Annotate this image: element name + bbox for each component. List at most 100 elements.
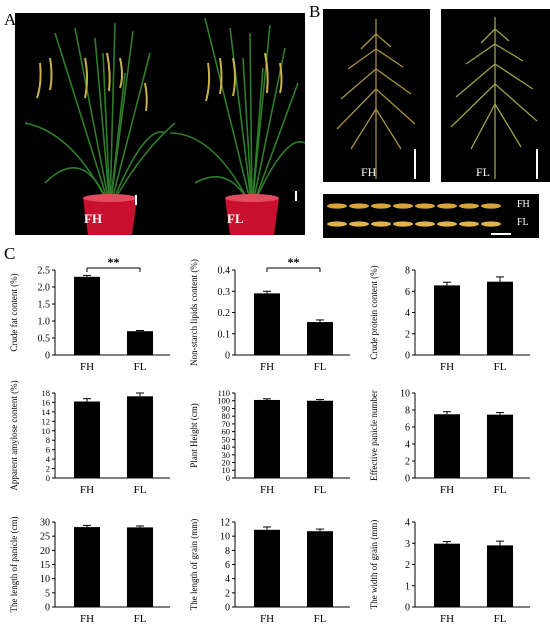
- y-tick-label: 8: [225, 546, 230, 557]
- y-axis-label: The width of grain (mm): [369, 520, 379, 609]
- scale-bar-a-left: [135, 195, 137, 205]
- x-tick-label: FL: [494, 484, 507, 496]
- y-tick-label: 3: [405, 539, 410, 550]
- y-tick-label: 0: [405, 351, 410, 362]
- y-tick-label: 4: [46, 454, 51, 464]
- y-tick-label: 30: [222, 450, 231, 460]
- y-tick-label: 8: [405, 266, 410, 277]
- x-tick-label: FL: [134, 484, 147, 496]
- bar: [434, 414, 460, 478]
- y-tick-label: 10: [222, 465, 231, 475]
- y-tick-label: 5: [45, 588, 50, 599]
- y-tick-label: 40: [222, 442, 231, 452]
- y-tick-label: 10: [220, 532, 230, 543]
- y-tick-label: 0: [226, 473, 230, 483]
- pot-label-fh: FH: [84, 211, 103, 226]
- x-tick-label: FH: [80, 361, 94, 373]
- y-tick-label: 1.0: [38, 317, 51, 328]
- y-tick-label: 12: [42, 416, 51, 426]
- panel-label-a: A: [4, 10, 17, 29]
- scale-bar-panicle-fh: [414, 149, 416, 179]
- grain-label-fl: FL: [517, 217, 529, 228]
- y-tick-label: 4: [405, 518, 410, 529]
- y-tick-label: 16: [42, 397, 51, 407]
- y-tick-label: 1.5: [38, 300, 51, 311]
- y-tick-label: 1: [405, 581, 410, 592]
- y-tick-label: 0: [45, 603, 50, 614]
- x-tick-label: FH: [440, 613, 454, 625]
- y-tick-label: 2.0: [38, 283, 51, 294]
- y-tick-label: 2: [225, 588, 230, 599]
- significance-marker: **: [288, 255, 300, 269]
- bar: [434, 285, 460, 355]
- y-tick-label: 4: [405, 308, 410, 319]
- y-tick-label: 0: [225, 603, 230, 614]
- y-tick-label: 0.2: [218, 308, 231, 319]
- y-tick-label: 10: [400, 389, 410, 400]
- y-axis-label: Crude fat content (%): [9, 273, 19, 351]
- y-axis-label: Effective panicle number: [369, 390, 379, 481]
- y-tick-label: 25: [40, 532, 50, 543]
- y-tick-label: 0: [46, 473, 50, 483]
- y-tick-label: 10: [42, 426, 51, 436]
- y-tick-label: 110: [218, 388, 230, 398]
- y-tick-label: 18: [42, 388, 51, 398]
- bar: [127, 396, 153, 478]
- x-tick-label: FH: [440, 484, 454, 496]
- x-tick-label: FH: [80, 613, 94, 625]
- y-tick-label: 0: [45, 351, 50, 362]
- y-tick-label: 2: [405, 457, 410, 468]
- panicle-photo-fl: FL: [441, 9, 550, 182]
- panicle-photo-fh: FH: [323, 9, 430, 182]
- y-tick-label: 30: [40, 518, 50, 529]
- significance-marker: **: [108, 255, 120, 269]
- y-tick-label: 6: [405, 287, 410, 298]
- y-tick-label: 6: [405, 423, 410, 434]
- y-axis-label: The length of grain (mm): [189, 519, 199, 610]
- y-tick-label: 70: [222, 419, 231, 429]
- x-tick-label: FH: [440, 361, 454, 373]
- bar: [307, 322, 333, 355]
- bar: [74, 527, 100, 607]
- y-tick-label: 2.5: [38, 266, 51, 277]
- y-tick-label: 0.1: [218, 329, 231, 340]
- y-tick-label: 90: [222, 403, 231, 413]
- y-axis-label: Non-starch lipids content (%): [189, 259, 199, 366]
- scale-bar-grain: [491, 233, 511, 235]
- y-tick-label: 15: [40, 560, 50, 571]
- bar: [434, 543, 460, 607]
- scale-bar-a-right: [295, 191, 297, 201]
- bar: [127, 331, 153, 355]
- y-tick-label: 50: [222, 434, 231, 444]
- y-tick-label: 4: [225, 574, 230, 585]
- x-tick-label: FL: [494, 613, 507, 625]
- x-tick-label: FL: [314, 361, 327, 373]
- plant-photo: FH FL: [15, 13, 305, 235]
- y-tick-label: 2: [405, 329, 410, 340]
- y-tick-label: 0: [405, 603, 410, 614]
- bar: [74, 276, 100, 355]
- y-tick-label: 12: [220, 518, 230, 529]
- y-tick-label: 8: [46, 435, 50, 445]
- x-tick-label: FH: [260, 361, 274, 373]
- x-tick-label: FL: [134, 613, 147, 625]
- grain-photo: FH FL: [323, 194, 539, 238]
- bar: [487, 281, 513, 355]
- bar: [307, 400, 333, 478]
- panicle-fh-illustration: [336, 19, 416, 179]
- panicle-fl-illustration: [450, 17, 538, 179]
- grain-label-fh: FH: [517, 199, 530, 210]
- bar: [127, 527, 153, 607]
- y-axis-label: Crude protein content (%): [369, 265, 379, 359]
- y-tick-label: 0.3: [218, 287, 231, 298]
- y-tick-label: 8: [405, 406, 410, 417]
- y-tick-label: 0: [405, 474, 410, 485]
- y-tick-label: 10: [40, 574, 50, 585]
- y-axis-label: The length of panicle (cm): [9, 517, 19, 613]
- y-axis-label: Plant Height (cm): [189, 403, 199, 468]
- y-tick-label: 0.5: [38, 334, 51, 345]
- x-tick-label: FH: [260, 613, 274, 625]
- y-axis-label: Apparent amylose content (%): [9, 380, 19, 490]
- panicle-label-fl: FL: [476, 165, 491, 179]
- panel-label-b: B: [309, 2, 321, 21]
